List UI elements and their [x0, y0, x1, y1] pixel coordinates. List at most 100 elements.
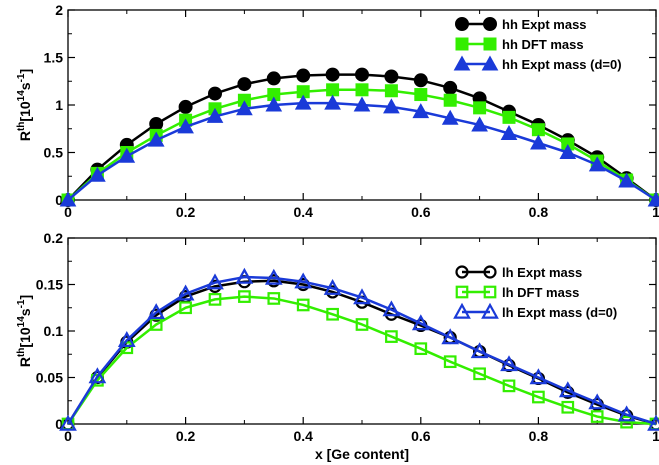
data-point — [443, 93, 457, 107]
legend-marker — [481, 302, 499, 319]
data-point — [473, 367, 486, 381]
data-point — [617, 405, 636, 422]
data-point — [443, 80, 458, 95]
data-point — [590, 410, 604, 423]
data-point — [323, 278, 342, 295]
series-line — [66, 275, 657, 426]
data-point — [264, 268, 283, 285]
data-point — [473, 101, 487, 115]
data-point — [238, 290, 251, 303]
data-point — [326, 307, 339, 321]
y-axis-title: Rth[1014s-1] — [16, 295, 33, 367]
data-point — [266, 71, 281, 86]
data-point — [355, 67, 369, 82]
legend-marker — [455, 17, 469, 31]
y-tick-label: 0.5 — [44, 145, 64, 161]
legend-label: hh Expt mass (d=0) — [502, 57, 622, 72]
data-point — [531, 123, 545, 137]
y-tick-label: 0.15 — [36, 277, 63, 293]
legend: hh Expt mass hh DFT mass hh Expt mass (d=0… — [453, 17, 622, 72]
data-point — [414, 88, 428, 102]
data-point — [294, 94, 312, 110]
bottom-panel: 0 0.2 0.4 0.6 0.8 1 0 0.05 0.1 0.15 0.2 Rth[1014s-1… — [16, 230, 659, 462]
data-point — [383, 98, 400, 114]
legend-marker — [483, 265, 497, 279]
top-panel: 0 0.2 0.4 0.6 0.8 1 0 0.5 1 1.5 2 Rth[1014s-1] hh Ex… — [16, 2, 659, 220]
data-point — [355, 83, 369, 97]
x-tick-label: 1 — [652, 428, 659, 444]
data-point — [177, 118, 194, 134]
x-tick-label: 0.6 — [411, 428, 431, 444]
data-point — [532, 390, 545, 404]
legend-marker — [483, 17, 497, 31]
legend-marker — [481, 55, 499, 71]
data-point — [471, 116, 488, 132]
data-point — [502, 379, 516, 393]
data-point — [411, 314, 430, 331]
series-lh-dft-mass — [61, 290, 659, 431]
data-point — [529, 368, 548, 385]
legend-label: hh Expt mass — [502, 17, 587, 32]
legend-entry: lh DFT mass — [455, 285, 579, 300]
data-point — [179, 301, 192, 315]
x-tick-label: 0.6 — [411, 204, 431, 220]
data-point — [118, 147, 136, 163]
data-point — [413, 73, 428, 88]
data-point — [353, 96, 371, 112]
data-point — [208, 293, 222, 306]
data-point — [530, 134, 547, 150]
y-tick-label: 1 — [55, 97, 63, 113]
data-point — [647, 414, 659, 431]
data-point — [117, 331, 136, 347]
data-point — [296, 298, 310, 312]
data-point — [294, 272, 313, 289]
data-point — [206, 107, 224, 123]
y-tick-label: 1.5 — [44, 50, 64, 66]
data-point — [206, 273, 224, 290]
data-point — [353, 288, 371, 305]
data-point — [500, 124, 518, 140]
y-tick-label: 2 — [55, 2, 63, 18]
data-point — [443, 355, 457, 369]
data-point — [149, 117, 164, 131]
data-point — [149, 318, 163, 331]
data-point — [502, 110, 516, 124]
data-point — [412, 103, 430, 119]
data-point — [59, 414, 77, 431]
y-tick-label: 0 — [55, 416, 63, 432]
data-point — [236, 100, 253, 116]
legend: lh Expt mass lh DFT mass lh Expt mass (d=0… — [453, 265, 617, 320]
data-point — [385, 330, 398, 343]
data-point — [147, 303, 166, 320]
legend-label: lh DFT mass — [502, 285, 579, 300]
x-tick-label: 0.2 — [176, 428, 196, 444]
legend-marker — [483, 285, 497, 299]
y-axis-title: Rth[1014s-1] — [16, 69, 33, 141]
x-tick-label: 0 — [64, 204, 72, 220]
data-point — [441, 109, 459, 125]
legend-marker — [455, 37, 469, 51]
data-point — [208, 86, 222, 101]
legend-marker — [483, 37, 497, 51]
data-point — [618, 172, 635, 188]
x-tick-label: 1 — [652, 204, 659, 220]
x-tick-label: 0.8 — [529, 204, 549, 220]
data-point — [588, 393, 607, 410]
data-point — [265, 96, 283, 112]
data-point — [237, 77, 252, 92]
data-point — [147, 131, 165, 147]
x-tick-label: 0 — [64, 428, 72, 444]
data-point — [296, 68, 311, 83]
data-point — [88, 367, 107, 384]
data-point — [382, 300, 401, 317]
data-point — [558, 381, 577, 398]
y-tick-label: 0.2 — [44, 230, 64, 246]
x-tick-label: 0.4 — [293, 428, 313, 444]
data-point — [267, 292, 281, 305]
legend-entry: lh Expt mass — [455, 265, 582, 280]
data-point — [500, 355, 518, 372]
legend-marker — [453, 55, 471, 71]
legend-entry: hh Expt mass — [455, 17, 587, 32]
x-tick-label: 0.8 — [529, 428, 549, 444]
